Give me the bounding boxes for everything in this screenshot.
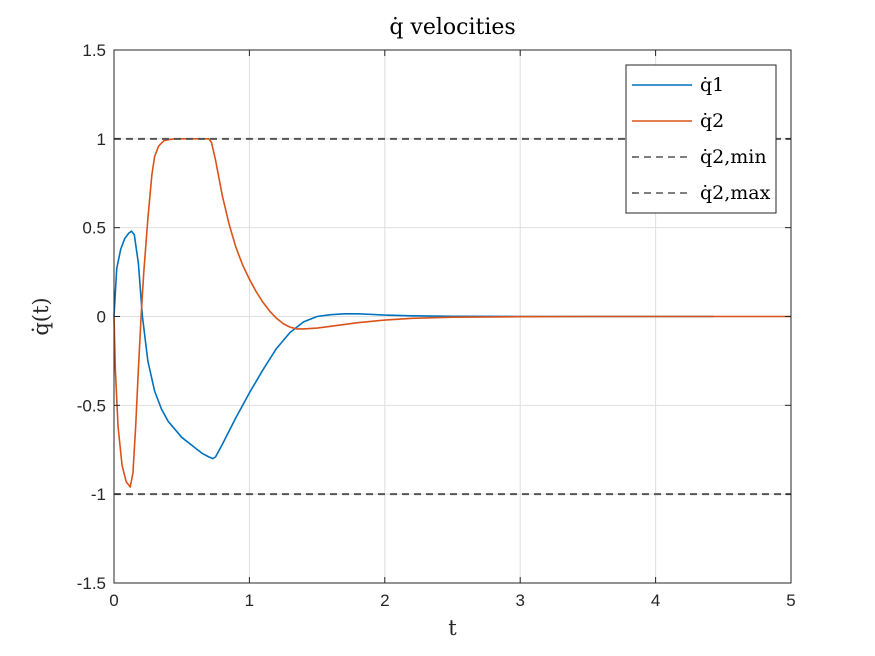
x-tick-label: 3 — [515, 591, 524, 610]
x-tick-label: 2 — [380, 591, 389, 610]
axis-ticks: 0 1 2 3 4 5 -1.5 -1 -0.5 0 0.5 1 1.5 — [77, 41, 796, 610]
legend-label-3: q̇2,max — [700, 182, 771, 204]
legend: q̇1 q̇2 q̇2,min q̇2,max — [625, 64, 777, 214]
legend-label-0: q̇1 — [700, 74, 724, 96]
y-tick-label: -1.5 — [77, 574, 106, 593]
x-tick-label: 5 — [786, 591, 795, 610]
x-tick-label: 4 — [651, 591, 660, 610]
x-axis-label: t — [448, 616, 457, 640]
legend-label-2: q̇2,min — [700, 146, 767, 168]
y-tick-label: 0 — [97, 308, 106, 327]
y-tick-label: -0.5 — [77, 396, 106, 415]
series-line-1 — [113, 138, 791, 488]
y-axis-label: q̇(t) — [29, 297, 53, 335]
series-line-0 — [113, 230, 714, 460]
chart-title: q̇ velocities — [389, 15, 515, 40]
x-tick-label: 0 — [109, 591, 118, 610]
y-tick-label: -1 — [91, 485, 106, 504]
x-tick-label: 1 — [245, 591, 254, 610]
legend-label-1: q̇2 — [700, 110, 724, 132]
y-tick-label: 1 — [97, 130, 106, 149]
legend-box — [625, 64, 777, 214]
y-tick-label: 1.5 — [82, 41, 106, 60]
y-tick-label: 0.5 — [82, 219, 106, 238]
